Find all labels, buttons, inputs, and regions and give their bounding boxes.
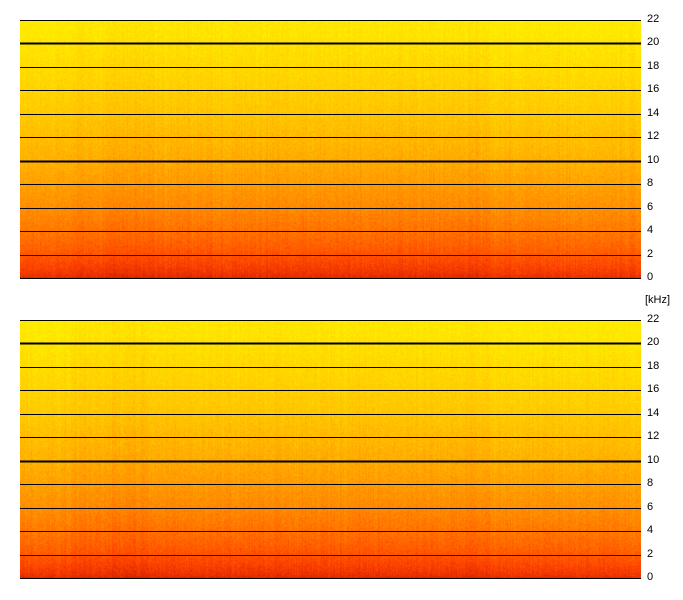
spectrogram-bottom-gridlines (20, 320, 641, 579)
y-tick-label: 20 (647, 36, 660, 48)
y-tick-label: 4 (647, 524, 654, 536)
y-tick-label: 14 (647, 107, 660, 119)
y-tick-label: 2 (647, 248, 654, 260)
y-tick-label: 20 (647, 336, 660, 348)
y-tick-label: 0 (647, 271, 654, 283)
y-tick-label: 6 (647, 501, 654, 513)
y-tick-label: 6 (647, 201, 654, 213)
y-tick-label: 12 (647, 130, 660, 142)
y-tick-label: 0 (647, 571, 654, 583)
spectrogram-bottom (20, 320, 641, 579)
spectrogram-top (20, 20, 641, 279)
y-tick-label: 22 (647, 313, 660, 325)
y-tick-label: 2 (647, 548, 654, 560)
y-tick-label: 16 (647, 83, 660, 95)
y-tick-label: 18 (647, 60, 660, 72)
y-tick-label: 22 (647, 13, 660, 25)
frequency-unit-label: [kHz] (645, 294, 671, 306)
y-tick-label: 12 (647, 430, 660, 442)
y-tick-label: 10 (647, 154, 660, 166)
y-tick-label: 16 (647, 383, 660, 395)
y-tick-label: 14 (647, 407, 660, 419)
y-tick-label: 8 (647, 477, 654, 489)
spectrogram-top-image (20, 20, 641, 279)
y-tick-label: 4 (647, 224, 654, 236)
y-tick-label: 10 (647, 454, 660, 466)
y-tick-label: 8 (647, 177, 654, 189)
spectrogram-top-gridlines (20, 20, 641, 279)
spectrogram-bottom-image (20, 320, 641, 579)
y-tick-label: 18 (647, 360, 660, 372)
